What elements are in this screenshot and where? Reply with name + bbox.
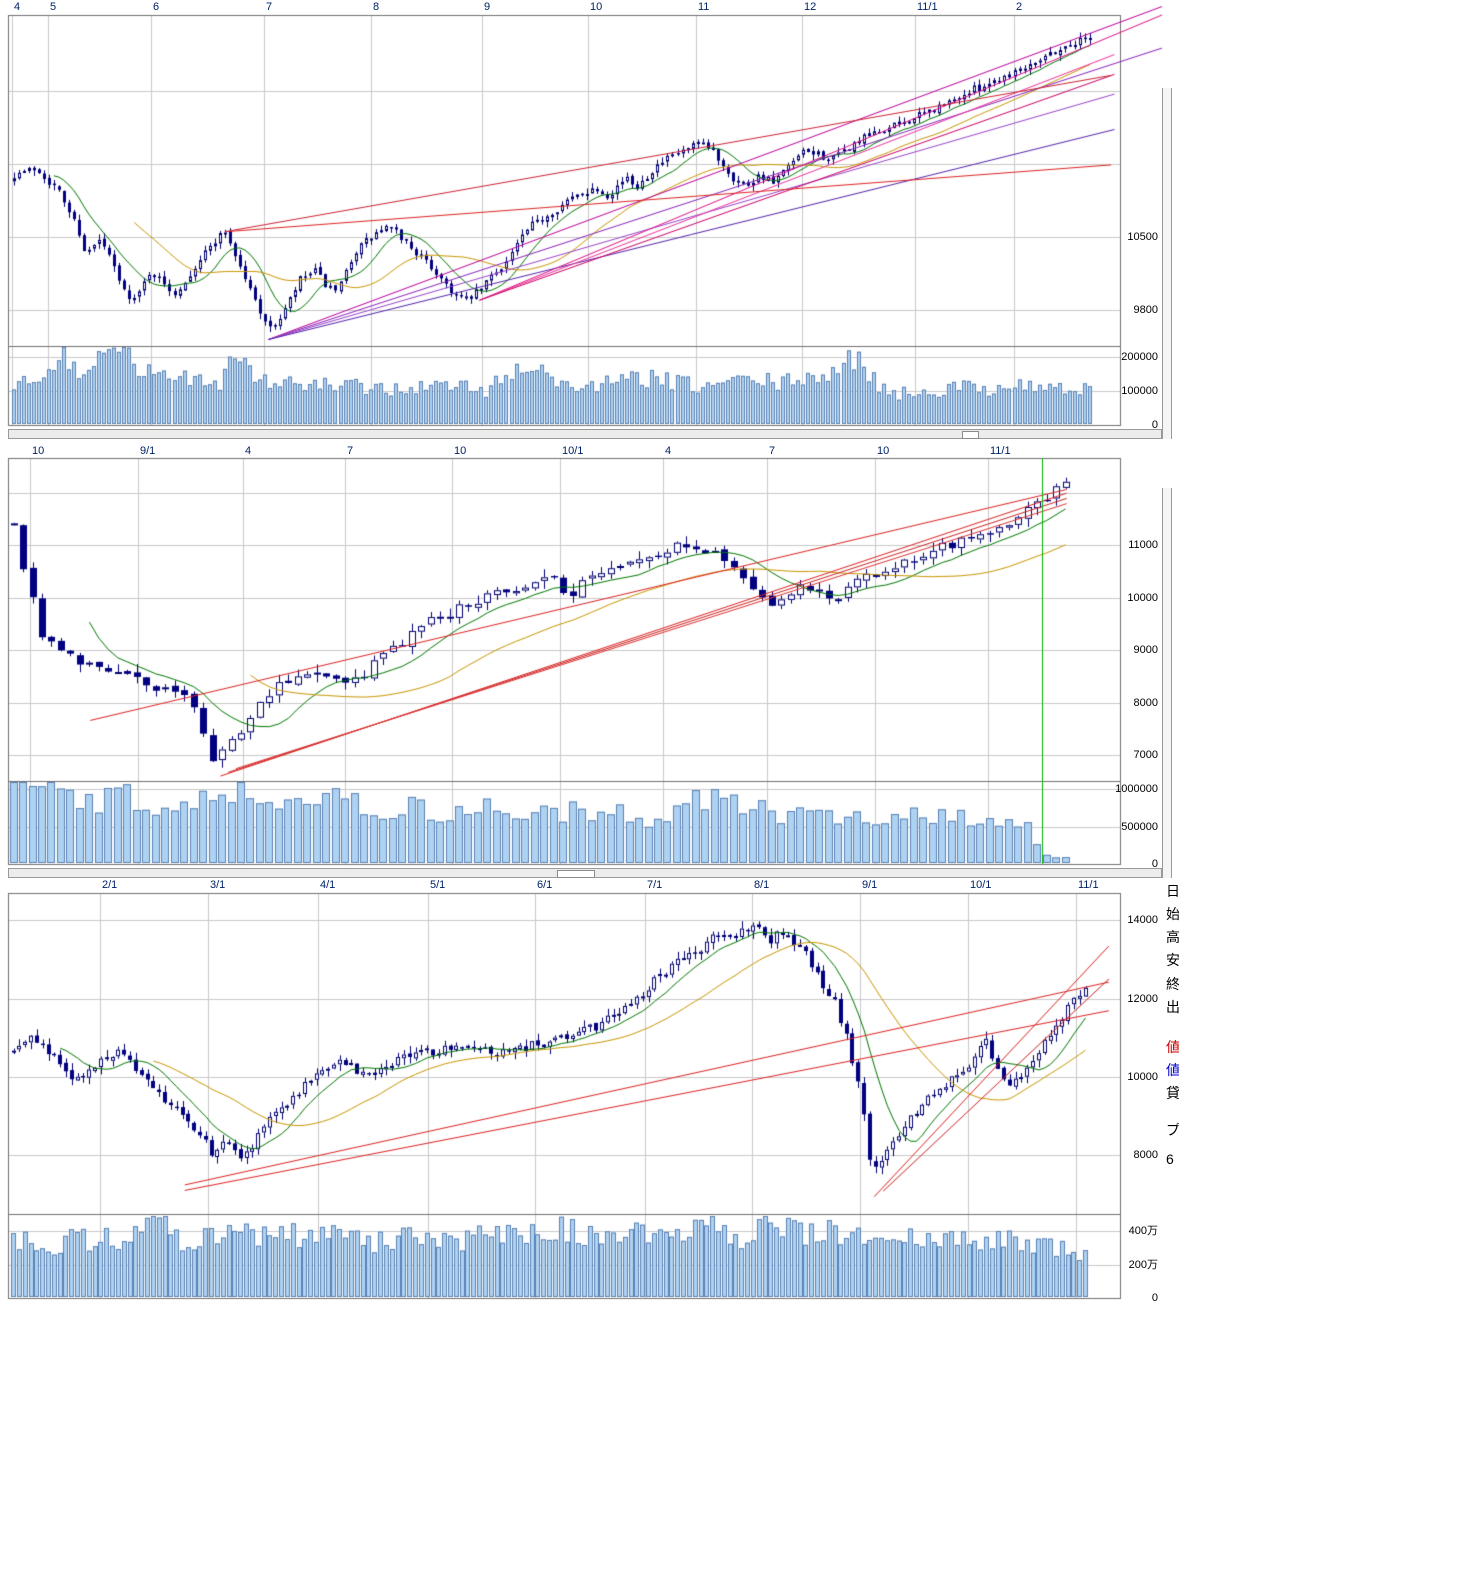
x-axis-label: 3/1 xyxy=(210,879,226,891)
x-axis-label: 10 xyxy=(32,445,45,457)
price-axis-label: 7000 xyxy=(1133,749,1158,761)
price-axis-label: 9000 xyxy=(1133,644,1158,656)
price-axis-label: 8000 xyxy=(1133,1149,1158,1161)
volume-axis-label: 200万 xyxy=(1128,1259,1158,1271)
price-axis-label: 10000 xyxy=(1127,1071,1158,1083)
volume-axis-label: 500000 xyxy=(1121,821,1158,833)
price-axis-label: 14000 xyxy=(1127,914,1158,926)
volume-axis-label: 0 xyxy=(1151,419,1158,431)
legend-row: 高 xyxy=(1166,929,1179,945)
volume-axis-label: 0 xyxy=(1151,1292,1158,1304)
legend-row: 終 xyxy=(1166,976,1179,992)
x-axis-label: 11 xyxy=(698,1,710,13)
x-axis-label: 4 xyxy=(665,445,672,457)
x-axis-label: 10 xyxy=(590,1,603,13)
legend-row: プ xyxy=(1166,1122,1179,1138)
x-axis-label: 9 xyxy=(484,1,491,13)
legend-row: 値 xyxy=(1166,1039,1179,1055)
legend-row: 6 xyxy=(1166,1151,1174,1167)
volume-axis-label: 100000 xyxy=(1121,385,1158,397)
x-axis-label: 4 xyxy=(245,445,252,457)
top-chart-scrollbar-thumb[interactable] xyxy=(962,431,979,439)
x-axis-label: 9/1 xyxy=(862,879,878,891)
x-axis-label: 2/1 xyxy=(102,879,118,891)
price-axis-label: 11000 xyxy=(1128,539,1158,551)
legend-row: 安 xyxy=(1166,952,1179,968)
x-axis-label: 10 xyxy=(454,445,467,457)
x-axis-label: 6/1 xyxy=(537,879,553,891)
price-axis-label: 12000 xyxy=(1127,993,1158,1005)
volume-axis-label: 400万 xyxy=(1128,1225,1158,1237)
x-axis-label: 7/1 xyxy=(647,879,663,891)
x-axis-label: 8 xyxy=(373,1,380,13)
middle-chart-canvas[interactable] xyxy=(0,443,1180,880)
x-axis-label: 9/1 xyxy=(140,445,156,457)
middle-chart-v-scrollbar[interactable] xyxy=(1162,488,1172,878)
volume-axis-label: 1000000 xyxy=(1115,783,1158,795)
legend-row: 始 xyxy=(1166,906,1179,922)
volume-axis-label: 0 xyxy=(1151,858,1158,870)
x-axis-label: 10/1 xyxy=(970,879,992,891)
x-axis-label: 7 xyxy=(769,445,776,457)
price-axis-label: 8000 xyxy=(1133,697,1158,709)
x-axis-label: 11/1 xyxy=(917,1,938,13)
x-axis-label: 4 xyxy=(14,1,21,13)
price-axis-label: 9800 xyxy=(1133,304,1158,316)
x-axis-label: 10 xyxy=(877,445,890,457)
x-axis-label: 11/1 xyxy=(1078,879,1099,891)
volume-axis-label: 200000 xyxy=(1121,351,1158,363)
x-axis-label: 12 xyxy=(804,1,817,13)
legend-row: 貸 xyxy=(1166,1085,1179,1101)
x-axis-label: 7 xyxy=(266,1,273,13)
x-axis-label: 11/1 xyxy=(990,445,1011,457)
top-chart-canvas[interactable] xyxy=(0,0,1180,442)
legend-row: 日 xyxy=(1166,883,1179,899)
top-chart-h-scrollbar[interactable] xyxy=(8,429,1162,439)
bottom-chart-canvas[interactable] xyxy=(0,880,1180,1320)
x-axis-label: 8/1 xyxy=(754,879,770,891)
x-axis-label: 10/1 xyxy=(562,445,584,457)
x-axis-label: 7 xyxy=(347,445,354,457)
price-axis-label: 10000 xyxy=(1127,592,1158,604)
x-axis-label: 4/1 xyxy=(320,879,336,891)
legend-row: 値 xyxy=(1166,1062,1179,1078)
middle-chart-h-scrollbar[interactable] xyxy=(8,868,1162,878)
x-axis-label: 2 xyxy=(1016,1,1023,13)
x-axis-label: 5 xyxy=(50,1,57,13)
middle-chart-scrollbar-thumb[interactable] xyxy=(557,870,595,878)
price-axis-label: 10500 xyxy=(1127,231,1158,243)
top-chart-v-scrollbar[interactable] xyxy=(1162,88,1172,439)
x-axis-label: 6 xyxy=(153,1,160,13)
legend-row: 出 xyxy=(1166,999,1179,1015)
x-axis-label: 5/1 xyxy=(430,879,446,891)
